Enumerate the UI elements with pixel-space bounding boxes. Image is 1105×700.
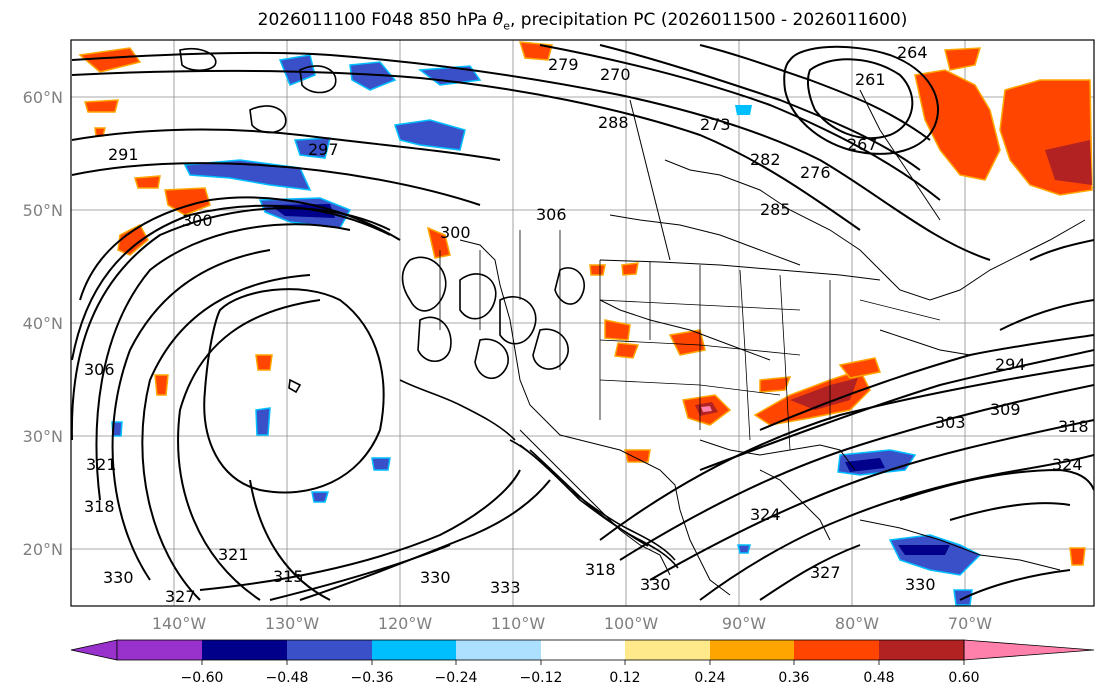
contour-label: 264 — [897, 43, 928, 62]
lon-label: 120°W — [378, 614, 433, 633]
colorbar-label: 0.48 — [863, 670, 894, 686]
contour-labels: 291 300 306 297 300 306 279 270 288 273 … — [84, 43, 1089, 606]
contour-label: 321 — [86, 455, 117, 474]
colorbar-segment — [372, 640, 456, 660]
latitude-labels: 60°N 50°N 40°N 30°N 20°N — [23, 88, 63, 559]
contour-label: 282 — [750, 150, 781, 169]
contour-label: 288 — [598, 113, 629, 132]
coastlines — [459, 89, 1086, 596]
colorbar-label: −0.60 — [181, 670, 224, 686]
contour-label: 327 — [165, 587, 196, 606]
contour-label: 291 — [108, 145, 139, 164]
colorbar-label: −0.48 — [266, 670, 309, 686]
contour-label: 330 — [905, 575, 936, 594]
contour-label: 306 — [536, 205, 567, 224]
contour-label: 318 — [84, 497, 115, 516]
colorbar-extend-max — [963, 639, 1095, 661]
lon-label: 80°W — [835, 614, 879, 633]
colorbar-segment — [117, 640, 202, 660]
contour-label: 300 — [182, 211, 213, 230]
lat-label: 20°N — [23, 540, 63, 559]
contour-label: 267 — [847, 135, 878, 154]
contour-label: 330 — [640, 575, 671, 594]
contour-label: 297 — [308, 140, 339, 159]
lat-label: 40°N — [23, 314, 63, 333]
contour-label: 261 — [855, 70, 886, 89]
colorbar-segment — [710, 640, 794, 660]
map-frame — [70, 39, 1095, 607]
contour-label: 309 — [990, 400, 1021, 419]
colorbar-extend-min — [70, 639, 118, 661]
contour-label: 315 — [273, 567, 304, 586]
colorbar-label: −0.12 — [520, 670, 563, 686]
lon-label: 70°W — [948, 614, 992, 633]
contour-label: 294 — [995, 355, 1026, 374]
theta-e-contours — [71, 44, 1094, 601]
contour-label: 279 — [548, 55, 579, 74]
lon-label: 100°W — [604, 614, 659, 633]
graticule — [71, 40, 1094, 606]
contour-label: 324 — [750, 505, 781, 524]
lat-label: 50°N — [23, 201, 63, 220]
colorbar-ticks — [201, 660, 965, 665]
lon-label: 90°W — [722, 614, 766, 633]
lon-label: 130°W — [265, 614, 320, 633]
colorbar-segment — [879, 640, 964, 660]
terrain-contours — [179, 47, 679, 569]
state-borders — [439, 230, 941, 451]
map-title: 2026011100 F048 850 hPa θe, precipitatio… — [257, 10, 908, 33]
contour-label: 330 — [103, 568, 134, 587]
contour-label: 318 — [1058, 417, 1089, 436]
colorbar-segment — [625, 640, 710, 660]
colorbar-outline — [116, 639, 965, 661]
contour-label: 318 — [585, 560, 616, 579]
contour-label: 330 — [420, 568, 451, 587]
contour-label: 300 — [440, 223, 471, 242]
contour-label: 327 — [810, 563, 841, 582]
longitude-labels: 140°W 130°W 120°W 110°W 100°W 90°W 80°W … — [152, 614, 992, 633]
colorbar-segment — [541, 640, 625, 660]
lat-label: 30°N — [23, 427, 63, 446]
lon-label: 140°W — [152, 614, 207, 633]
contour-label: 276 — [800, 163, 831, 182]
colorbar-label: 0.12 — [609, 670, 640, 686]
lat-label: 60°N — [23, 88, 63, 107]
colorbar-segment — [202, 640, 287, 660]
colorbar-segment — [456, 640, 541, 660]
colorbar-label: 0.24 — [694, 670, 725, 686]
colorbar-segment — [287, 640, 372, 660]
contour-label: 321 — [218, 545, 249, 564]
contour-label: 306 — [84, 360, 115, 379]
contour-label: 273 — [700, 115, 731, 134]
contour-label: 270 — [600, 65, 631, 84]
contour-label: 303 — [935, 413, 966, 432]
colorbar-label: 0.60 — [948, 670, 979, 686]
colorbar-label: 0.36 — [778, 670, 809, 686]
lon-label: 110°W — [491, 614, 546, 633]
colorbar-label: −0.36 — [351, 670, 394, 686]
contour-label: 333 — [490, 578, 521, 597]
contour-label: 324 — [1052, 455, 1083, 474]
colorbar-segment — [794, 640, 879, 660]
colorbar-label: −0.24 — [435, 670, 478, 686]
contour-label: 285 — [760, 200, 791, 219]
colorbar: −0.60 −0.48 −0.36 −0.24 −0.12 0.12 0.24 … — [70, 639, 1095, 686]
precip-shading — [78, 41, 1093, 606]
